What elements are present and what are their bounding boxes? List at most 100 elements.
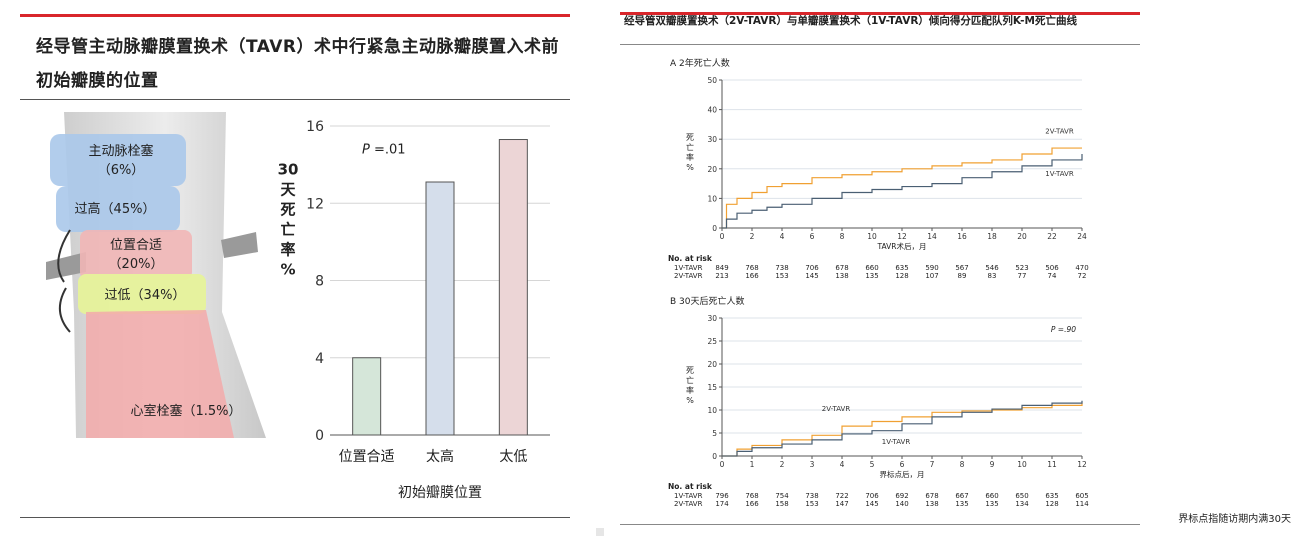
km-line-1v-tavr (722, 400, 1083, 457)
risk-value: 849 (715, 264, 728, 272)
y-tick-label: 0 (712, 452, 717, 461)
y-tick-label: 10 (707, 194, 717, 203)
x-tick-label: 1 (750, 460, 755, 469)
x-tick-label: 3 (810, 460, 815, 469)
x-tick-label: 6 (900, 460, 905, 469)
y-tick-label: 10 (707, 406, 717, 415)
risk-value: 138 (925, 500, 938, 508)
risk-value: 145 (805, 272, 818, 280)
risk-value: 506 (1045, 264, 1059, 272)
right-title: 经导管双瓣膜置换术（2V-TAVR）与单瓣膜置换术（1V-TAVR）倾向得分匹配… (624, 15, 1077, 27)
label-ventricle-embolism: 心室栓塞（1.5%） (130, 404, 242, 419)
risk-value: 77 (1018, 272, 1027, 280)
p-value-annotation: P =.01 (362, 142, 406, 157)
x-tick-label: 16 (957, 232, 967, 241)
x-tick-label: 18 (987, 232, 997, 241)
x-tick-label: 4 (780, 232, 785, 241)
risk-value: 706 (865, 492, 879, 500)
y-tick-label: 25 (707, 337, 717, 346)
risk-row-label: 2V-TAVR (674, 500, 703, 508)
label-aortic-embolism: 主动脉栓塞 （6%） (88, 144, 154, 178)
risk-value: 72 (1078, 272, 1087, 280)
risk-value: 147 (835, 500, 848, 508)
risk-value: 153 (805, 500, 818, 508)
risk-table-header: No. at risk (668, 482, 713, 491)
risk-value: 590 (925, 264, 938, 272)
series-label: 1V-TAVR (882, 438, 911, 446)
risk-value: 667 (955, 492, 968, 500)
risk-value: 114 (1075, 500, 1089, 508)
valve-position-diagram: 主动脉栓塞 （6%） 过高（45%） 位置合适 （20%） 过低（34%） 心室栓塞… (46, 112, 268, 438)
risk-row-label: 1V-TAVR (674, 492, 703, 500)
x-tick-label: 14 (927, 232, 937, 241)
x-tick-label: 11 (1047, 460, 1057, 469)
risk-value: 158 (775, 500, 788, 508)
risk-value: 145 (865, 500, 878, 508)
series-label: 2V-TAVR (1045, 127, 1074, 135)
x-tick-label: 太低 (499, 449, 527, 465)
x-tick-label: 20 (1017, 232, 1027, 241)
risk-value: 107 (925, 272, 938, 280)
risk-value: 678 (835, 264, 848, 272)
y-tick-label: 0 (315, 428, 324, 444)
risk-value: 138 (835, 272, 848, 280)
bar (425, 181, 455, 436)
x-tick-label: 10 (867, 232, 877, 241)
risk-table-header: No. at risk (668, 254, 713, 263)
risk-value: 660 (985, 492, 998, 500)
right-title-rule (620, 44, 1140, 45)
y-axis-label: 死亡率% (686, 133, 694, 172)
risk-value: 567 (955, 264, 968, 272)
risk-value: 135 (985, 500, 998, 508)
risk-value: 706 (805, 264, 819, 272)
risk-value: 722 (835, 492, 848, 500)
risk-value: 153 (775, 272, 788, 280)
x-tick-label: 2 (750, 232, 755, 241)
y-tick-label: 30 (707, 135, 717, 144)
y-tick-label: 30 (707, 314, 717, 323)
risk-value: 650 (1015, 492, 1028, 500)
y-tick-label: 15 (707, 383, 717, 392)
km-line-2v-tavr (722, 147, 1082, 229)
x-tick-label: 8 (960, 460, 965, 469)
risk-value: 74 (1048, 272, 1057, 280)
left-title-rule (20, 99, 570, 100)
x-tick-label: 22 (1047, 232, 1057, 241)
risk-value: 166 (745, 272, 759, 280)
risk-value: 135 (865, 272, 878, 280)
risk-value: 605 (1075, 492, 1088, 500)
risk-value: 678 (925, 492, 938, 500)
panel-title: A 2年死亡人数 (670, 57, 730, 69)
x-tick-label: 0 (720, 460, 725, 469)
x-tick-label: 10 (1017, 460, 1027, 469)
x-tick-label: 0 (720, 232, 725, 241)
label-proper-position: 位置合适 （20%） (108, 238, 164, 272)
x-axis-label: 界标点后，月 (880, 469, 925, 479)
y-tick-label: 4 (315, 351, 324, 367)
risk-value: 83 (988, 272, 997, 280)
y-tick-label: 8 (315, 274, 324, 290)
label-too-low: 过低（34%） (104, 288, 186, 303)
left-title: 经导管主动脉瓣膜置换术（TAVR）术中行紧急主动脉瓣膜置入术前初始瓣膜的位置 (36, 37, 560, 91)
risk-value: 796 (715, 492, 729, 500)
bar (352, 357, 382, 436)
x-tick-label: 7 (930, 460, 935, 469)
x-tick-label: 12 (897, 232, 907, 241)
risk-value: 738 (805, 492, 818, 500)
y-tick-label: 50 (707, 76, 717, 85)
left-top-rule (20, 14, 570, 17)
risk-value: 89 (958, 272, 967, 280)
right-bottom-rule (620, 524, 1140, 525)
risk-value: 166 (745, 500, 759, 508)
y-tick-label: 20 (707, 360, 717, 369)
x-tick-label: 9 (990, 460, 995, 469)
x-tick-label: 位置合适 (339, 449, 395, 465)
risk-value: 128 (895, 272, 908, 280)
label-too-high: 过高（45%） (74, 202, 156, 217)
risk-value: 768 (745, 492, 758, 500)
risk-value: 754 (775, 492, 789, 500)
x-tick-label: 4 (840, 460, 845, 469)
risk-value: 546 (985, 264, 999, 272)
